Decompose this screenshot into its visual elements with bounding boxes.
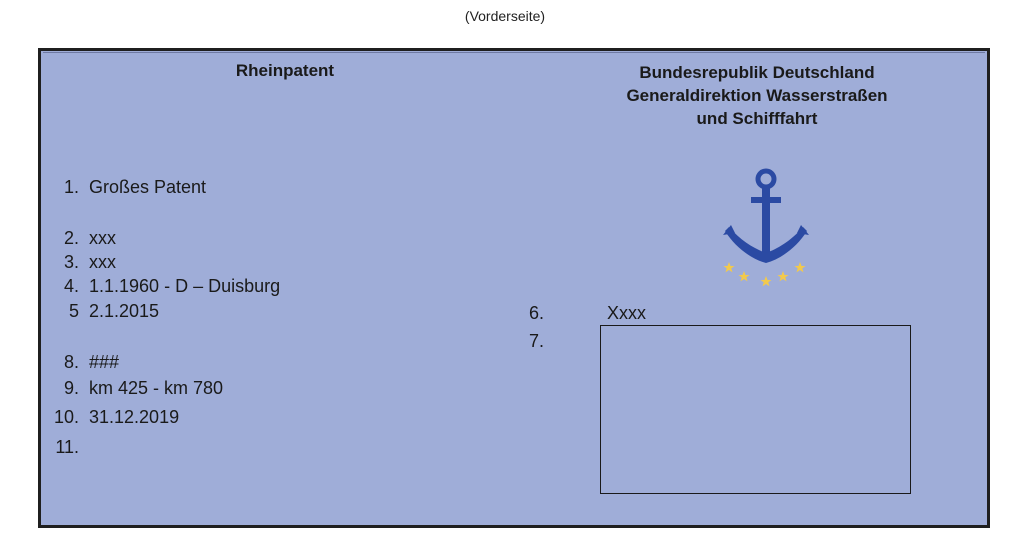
photo-box [600,325,911,494]
field-9: 9. km 425 - km 780 [41,378,223,399]
field-6-number: 6. [529,303,545,323]
issuer-line-1: Bundesrepublik Deutschland [639,63,875,82]
field-number: 4. [63,276,79,296]
card-title: Rheinpatent [235,61,335,80]
field-number: 1. [63,177,79,197]
anchor-icon [723,168,809,287]
field-value: xxx [89,252,116,272]
field-5: 5 2.1.2015 [41,301,159,322]
field-2: 2. xxx [41,228,116,249]
field-number: 2. [63,228,79,248]
field-11: 11. [41,437,89,458]
field-value: xxx [89,228,116,248]
field-value: ### [89,352,120,372]
field-value: 2.1.2015 [89,301,160,321]
field-number: 11. [55,437,79,457]
field-number: 8. [63,352,79,372]
card-top-rule [43,52,985,53]
field-1: 1. Großes Patent [41,177,206,198]
field-8: 8. ### [41,352,119,373]
field-number: 3. [63,252,79,272]
issuer-line-2: Generaldirektion Wasserstraßen [626,86,888,105]
field-3: 3. xxx [41,252,116,273]
field-7-number: 7. [529,331,545,351]
issuer-line-3: und Schifffahrt [696,109,818,128]
field-6-value: Xxxx [607,303,647,323]
field-10: 10. 31.12.2019 [41,407,179,428]
field-value: km 425 - km 780 [89,378,224,398]
license-card: Rheinpatent Bundesrepublik Deutschland G… [38,48,990,528]
field-number: 10. [53,407,79,427]
issuer-block: Bundesrepublik Deutschland Generaldirekt… [581,61,933,130]
field-4: 4. 1.1.1960 - D – Duisburg [41,276,280,297]
field-number: 5 [68,301,79,321]
field-value: 1.1.1960 - D – Duisburg [89,276,281,296]
field-value: 31.12.2019 [89,407,180,427]
field-number: 9. [63,378,79,398]
field-value: Großes Patent [89,177,207,197]
page-caption: (Vorderseite) [464,8,546,24]
